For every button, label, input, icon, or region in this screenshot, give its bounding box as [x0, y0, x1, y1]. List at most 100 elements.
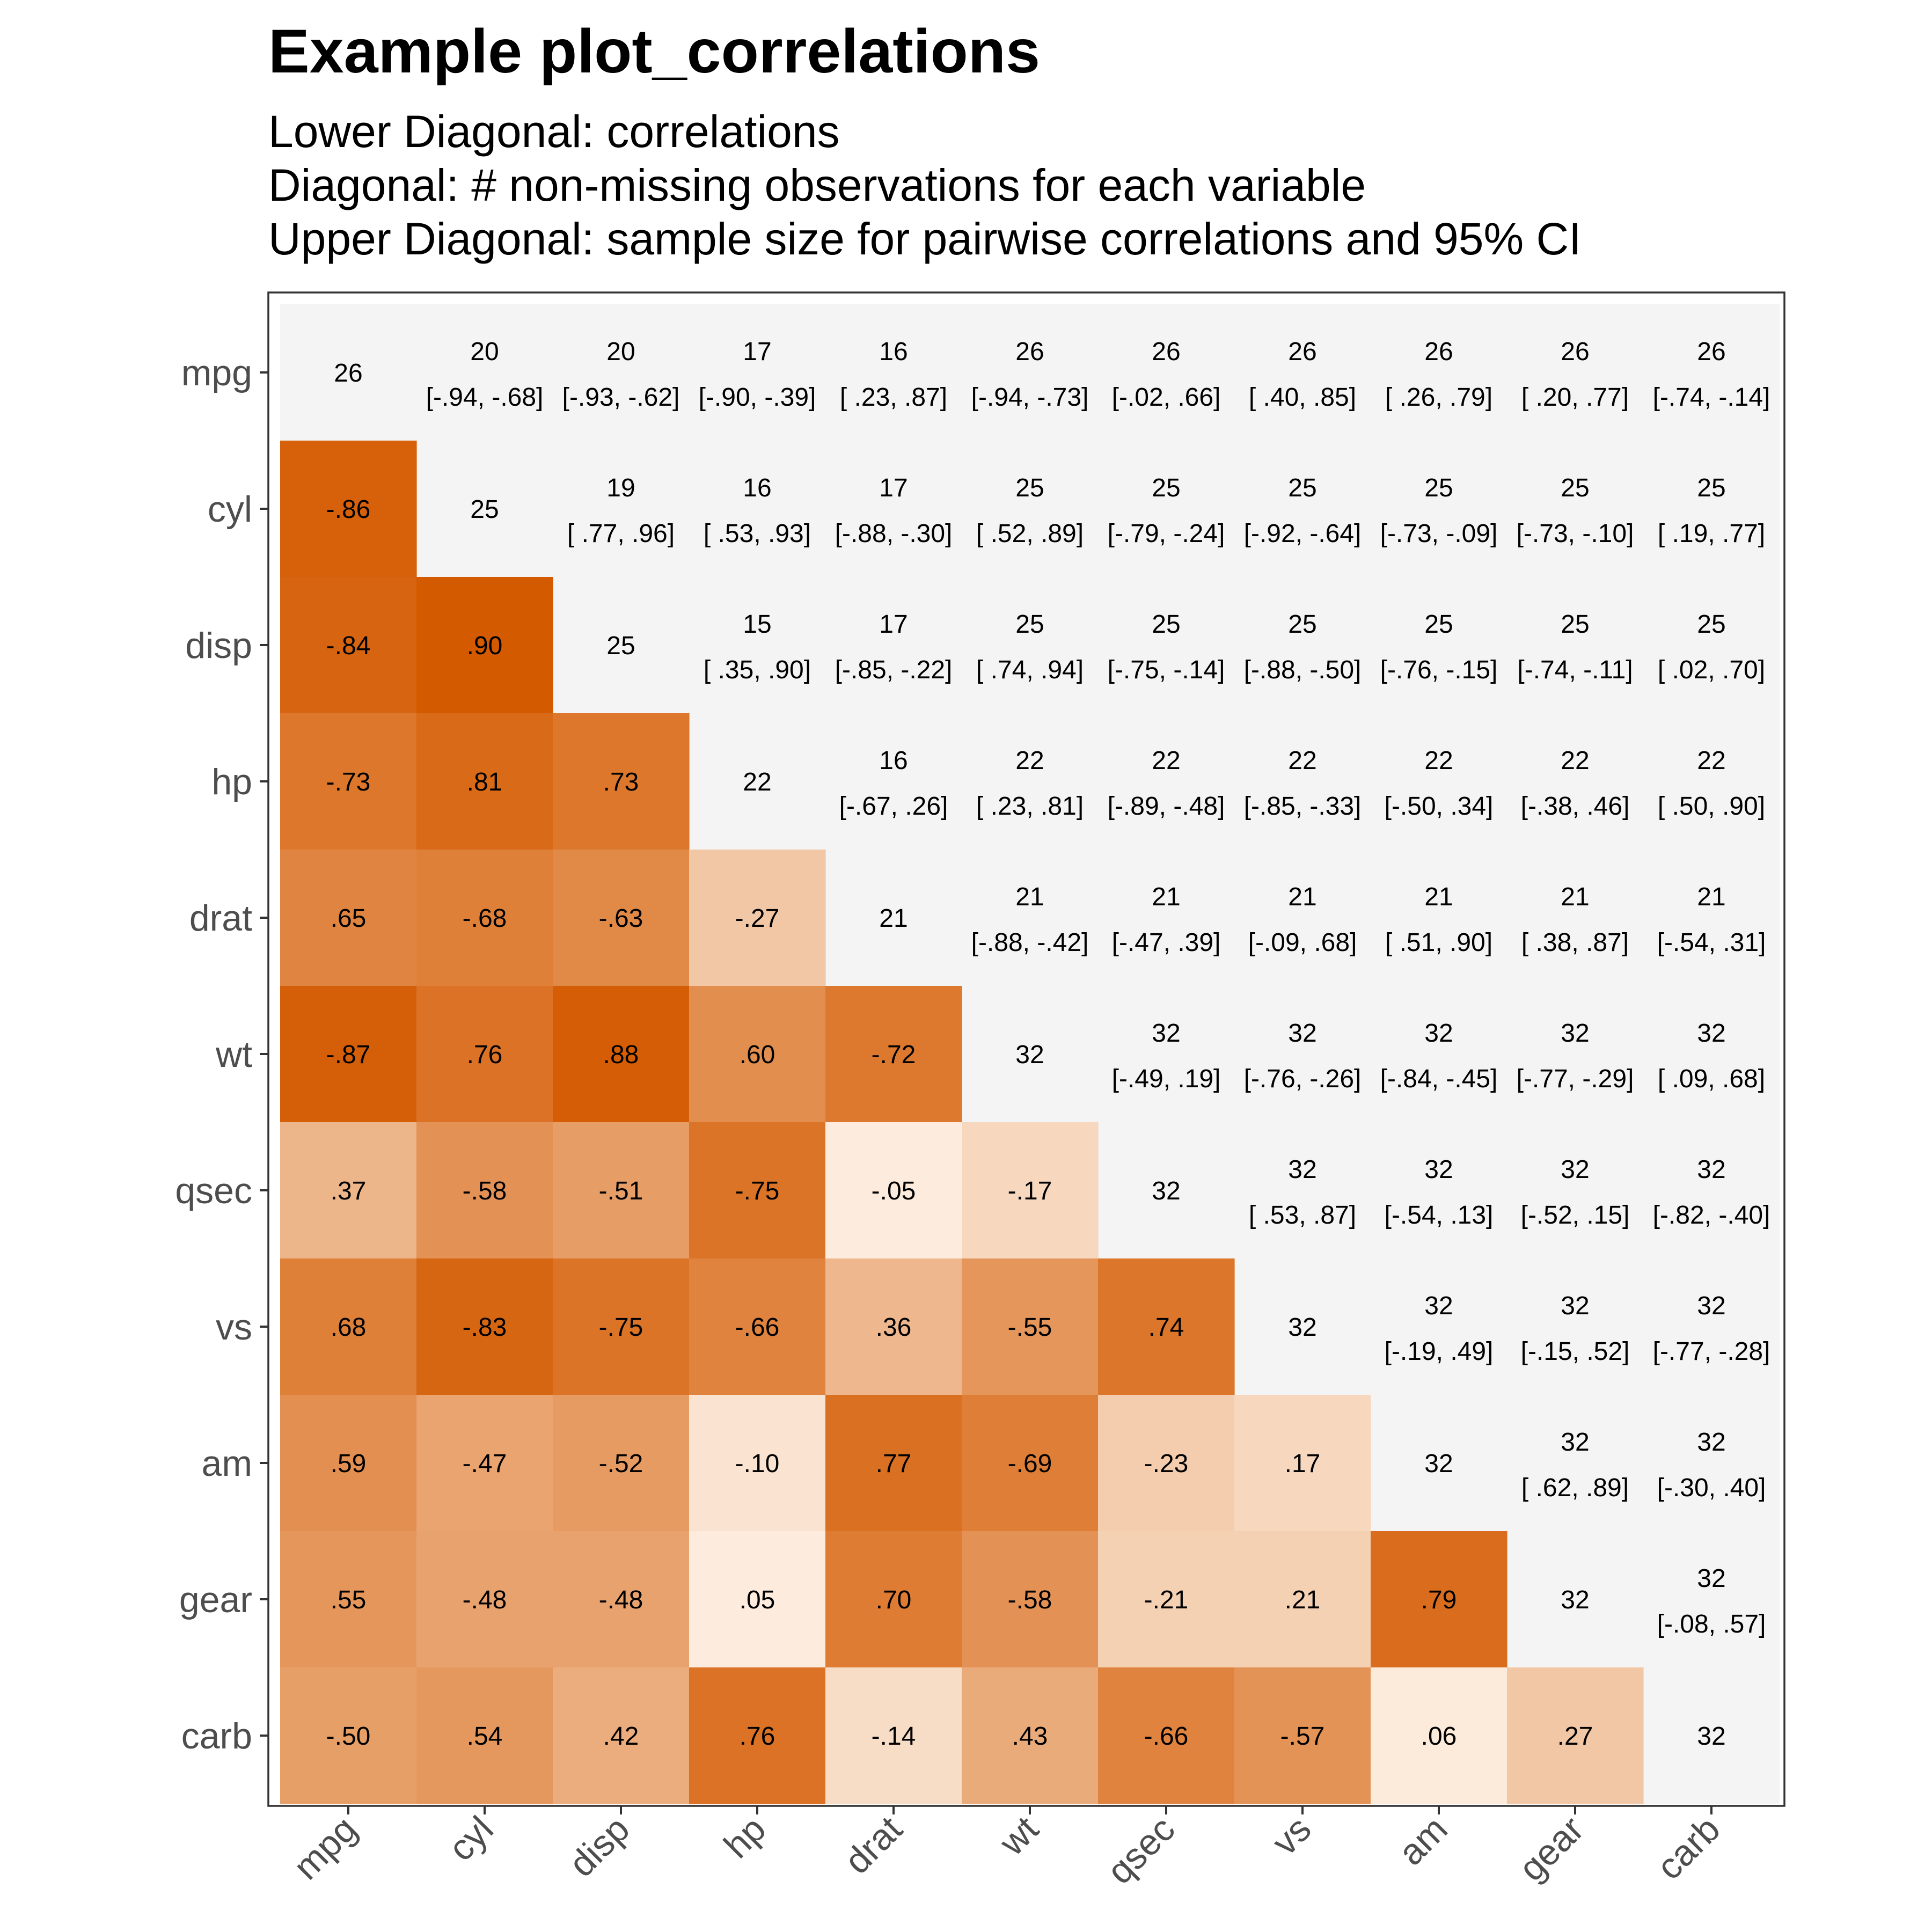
heatmap-tile: [962, 1667, 1099, 1804]
pairwise-n-label: 25: [1288, 610, 1316, 639]
correlation-label: -.68: [463, 904, 507, 933]
y-axis-tick-label: gear: [179, 1579, 252, 1620]
confidence-interval-label: [-.52, .15]: [1521, 1201, 1630, 1230]
confidence-interval-label: [-.74, -.11]: [1517, 656, 1633, 684]
heatmap-tile: [689, 1122, 826, 1259]
pairwise-n-label: 32: [1697, 1428, 1725, 1457]
correlation-label: .05: [740, 1586, 775, 1614]
chart-subtitle: Lower Diagonal: correlations Diagonal: #…: [268, 105, 1582, 266]
pairwise-n-label: 26: [1015, 338, 1044, 366]
correlation-label: .81: [467, 768, 503, 796]
pairwise-n-label: 22: [1152, 747, 1180, 775]
pairwise-n-label: 32: [1561, 1292, 1589, 1320]
heatmap-tile: [1098, 1258, 1235, 1395]
correlation-label: -.21: [1144, 1586, 1189, 1614]
pairwise-n-label: 21: [1152, 883, 1180, 911]
pairwise-n-label: 32: [1697, 1019, 1725, 1048]
confidence-interval-label: [-.88, -.30]: [835, 519, 953, 548]
pairwise-n-label: 20: [606, 338, 635, 366]
heatmap-tile: [1234, 1667, 1371, 1804]
pairwise-n-label: 25: [1424, 474, 1453, 502]
pairwise-n-label: 32: [1697, 1292, 1725, 1320]
correlation-label: -.27: [735, 904, 780, 933]
heatmap-tile: [962, 1258, 1099, 1395]
pairwise-n-label: 32: [1424, 1292, 1453, 1320]
heatmap-tile: [280, 1258, 417, 1395]
pairwise-n-label: 25: [1697, 474, 1725, 502]
diagonal-n-label: 21: [879, 904, 908, 933]
correlation-label: -.57: [1280, 1722, 1325, 1751]
correlation-label: .60: [740, 1041, 775, 1069]
confidence-interval-label: [-.54, .13]: [1385, 1201, 1494, 1230]
confidence-interval-label: [-.77, -.28]: [1653, 1337, 1770, 1366]
pairwise-n-label: 25: [1015, 610, 1044, 639]
confidence-interval-label: [ .09, .68]: [1658, 1065, 1765, 1093]
heatmap-tile: [280, 1667, 417, 1804]
correlation-label: -.66: [735, 1313, 780, 1342]
x-axis-tick-label: cyl: [441, 1809, 501, 1869]
heatmap-tile: [689, 850, 826, 986]
confidence-interval-label: [-.74, -.14]: [1653, 383, 1770, 412]
subtitle-line-1: Lower Diagonal: correlations: [268, 106, 840, 157]
pairwise-n-label: 17: [879, 610, 908, 639]
heatmap-tile: [825, 1258, 962, 1395]
confidence-interval-label: [ .02, .70]: [1658, 656, 1765, 684]
heatmap-tile: [280, 850, 417, 986]
diagonal-n-label: 32: [1424, 1450, 1453, 1478]
confidence-interval-label: [-.89, -.48]: [1108, 792, 1225, 821]
pairwise-n-label: 26: [1561, 338, 1589, 366]
pairwise-n-label: 15: [743, 610, 771, 639]
confidence-interval-label: [ .53, .87]: [1249, 1201, 1356, 1230]
diagonal-n-label: 25: [606, 632, 635, 660]
heatmap-tile: [962, 1395, 1099, 1532]
pairwise-n-label: 32: [1561, 1155, 1589, 1184]
pairwise-n-label: 25: [1561, 610, 1589, 639]
confidence-interval-label: [-.15, .52]: [1521, 1337, 1630, 1366]
correlation-label: .70: [876, 1586, 912, 1614]
heatmap-tile: [1098, 1395, 1235, 1532]
heatmap-tile: [416, 850, 553, 986]
heatmap-tile: [416, 986, 553, 1123]
correlation-label: .68: [331, 1313, 367, 1342]
x-axis-tick-label: disp: [561, 1809, 638, 1885]
heatmap-tile: [416, 577, 553, 714]
correlation-label: -.17: [1008, 1177, 1052, 1205]
confidence-interval-label: [ .35, .90]: [704, 656, 811, 684]
heatmap-tile: [553, 1531, 690, 1668]
correlation-label: -.63: [599, 904, 643, 933]
heatmap-tile: [416, 713, 553, 850]
chart-title: Example plot_correlations: [268, 17, 1040, 86]
subtitle-line-2: Diagonal: # non-missing observations for…: [268, 160, 1366, 210]
pairwise-n-label: 22: [1015, 747, 1044, 775]
confidence-interval-label: [-.75, -.14]: [1108, 656, 1225, 684]
heatmap-tile: [962, 1531, 1099, 1668]
confidence-interval-label: [ .23, .81]: [976, 792, 1084, 821]
correlation-label: .06: [1421, 1722, 1457, 1751]
confidence-interval-label: [ .20, .77]: [1521, 383, 1629, 412]
confidence-interval-label: [-.49, .19]: [1112, 1065, 1221, 1093]
pairwise-n-label: 32: [1697, 1155, 1725, 1184]
correlation-label: -.87: [326, 1041, 371, 1069]
heatmap-tile: [280, 713, 417, 850]
pairwise-n-label: 25: [1152, 610, 1180, 639]
heatmap-tile: [553, 986, 690, 1123]
y-axis-tick-label: am: [202, 1443, 252, 1484]
confidence-interval-label: [ .62, .89]: [1521, 1474, 1629, 1502]
confidence-interval-label: [ .19, .77]: [1658, 519, 1765, 548]
pairwise-n-label: 22: [1561, 747, 1589, 775]
confidence-interval-label: [-.73, -.10]: [1517, 519, 1634, 548]
confidence-interval-label: [-.94, -.73]: [971, 383, 1089, 412]
heatmap-tile: [689, 1667, 826, 1804]
pairwise-n-label: 32: [1424, 1019, 1453, 1048]
confidence-interval-label: [-.94, -.68]: [426, 383, 544, 412]
confidence-interval-label: [ .52, .89]: [976, 519, 1084, 548]
heatmap-tile: [553, 850, 690, 986]
correlation-label: -.58: [463, 1177, 507, 1205]
correlation-label: .74: [1148, 1313, 1184, 1342]
confidence-interval-label: [-.76, -.15]: [1380, 656, 1498, 684]
confidence-interval-label: [-.73, -.09]: [1380, 519, 1498, 548]
correlation-label: -.66: [1144, 1722, 1189, 1751]
correlation-label: -.72: [872, 1041, 916, 1069]
confidence-interval-label: [-.67, .26]: [839, 792, 948, 821]
pairwise-n-label: 32: [1424, 1155, 1453, 1184]
